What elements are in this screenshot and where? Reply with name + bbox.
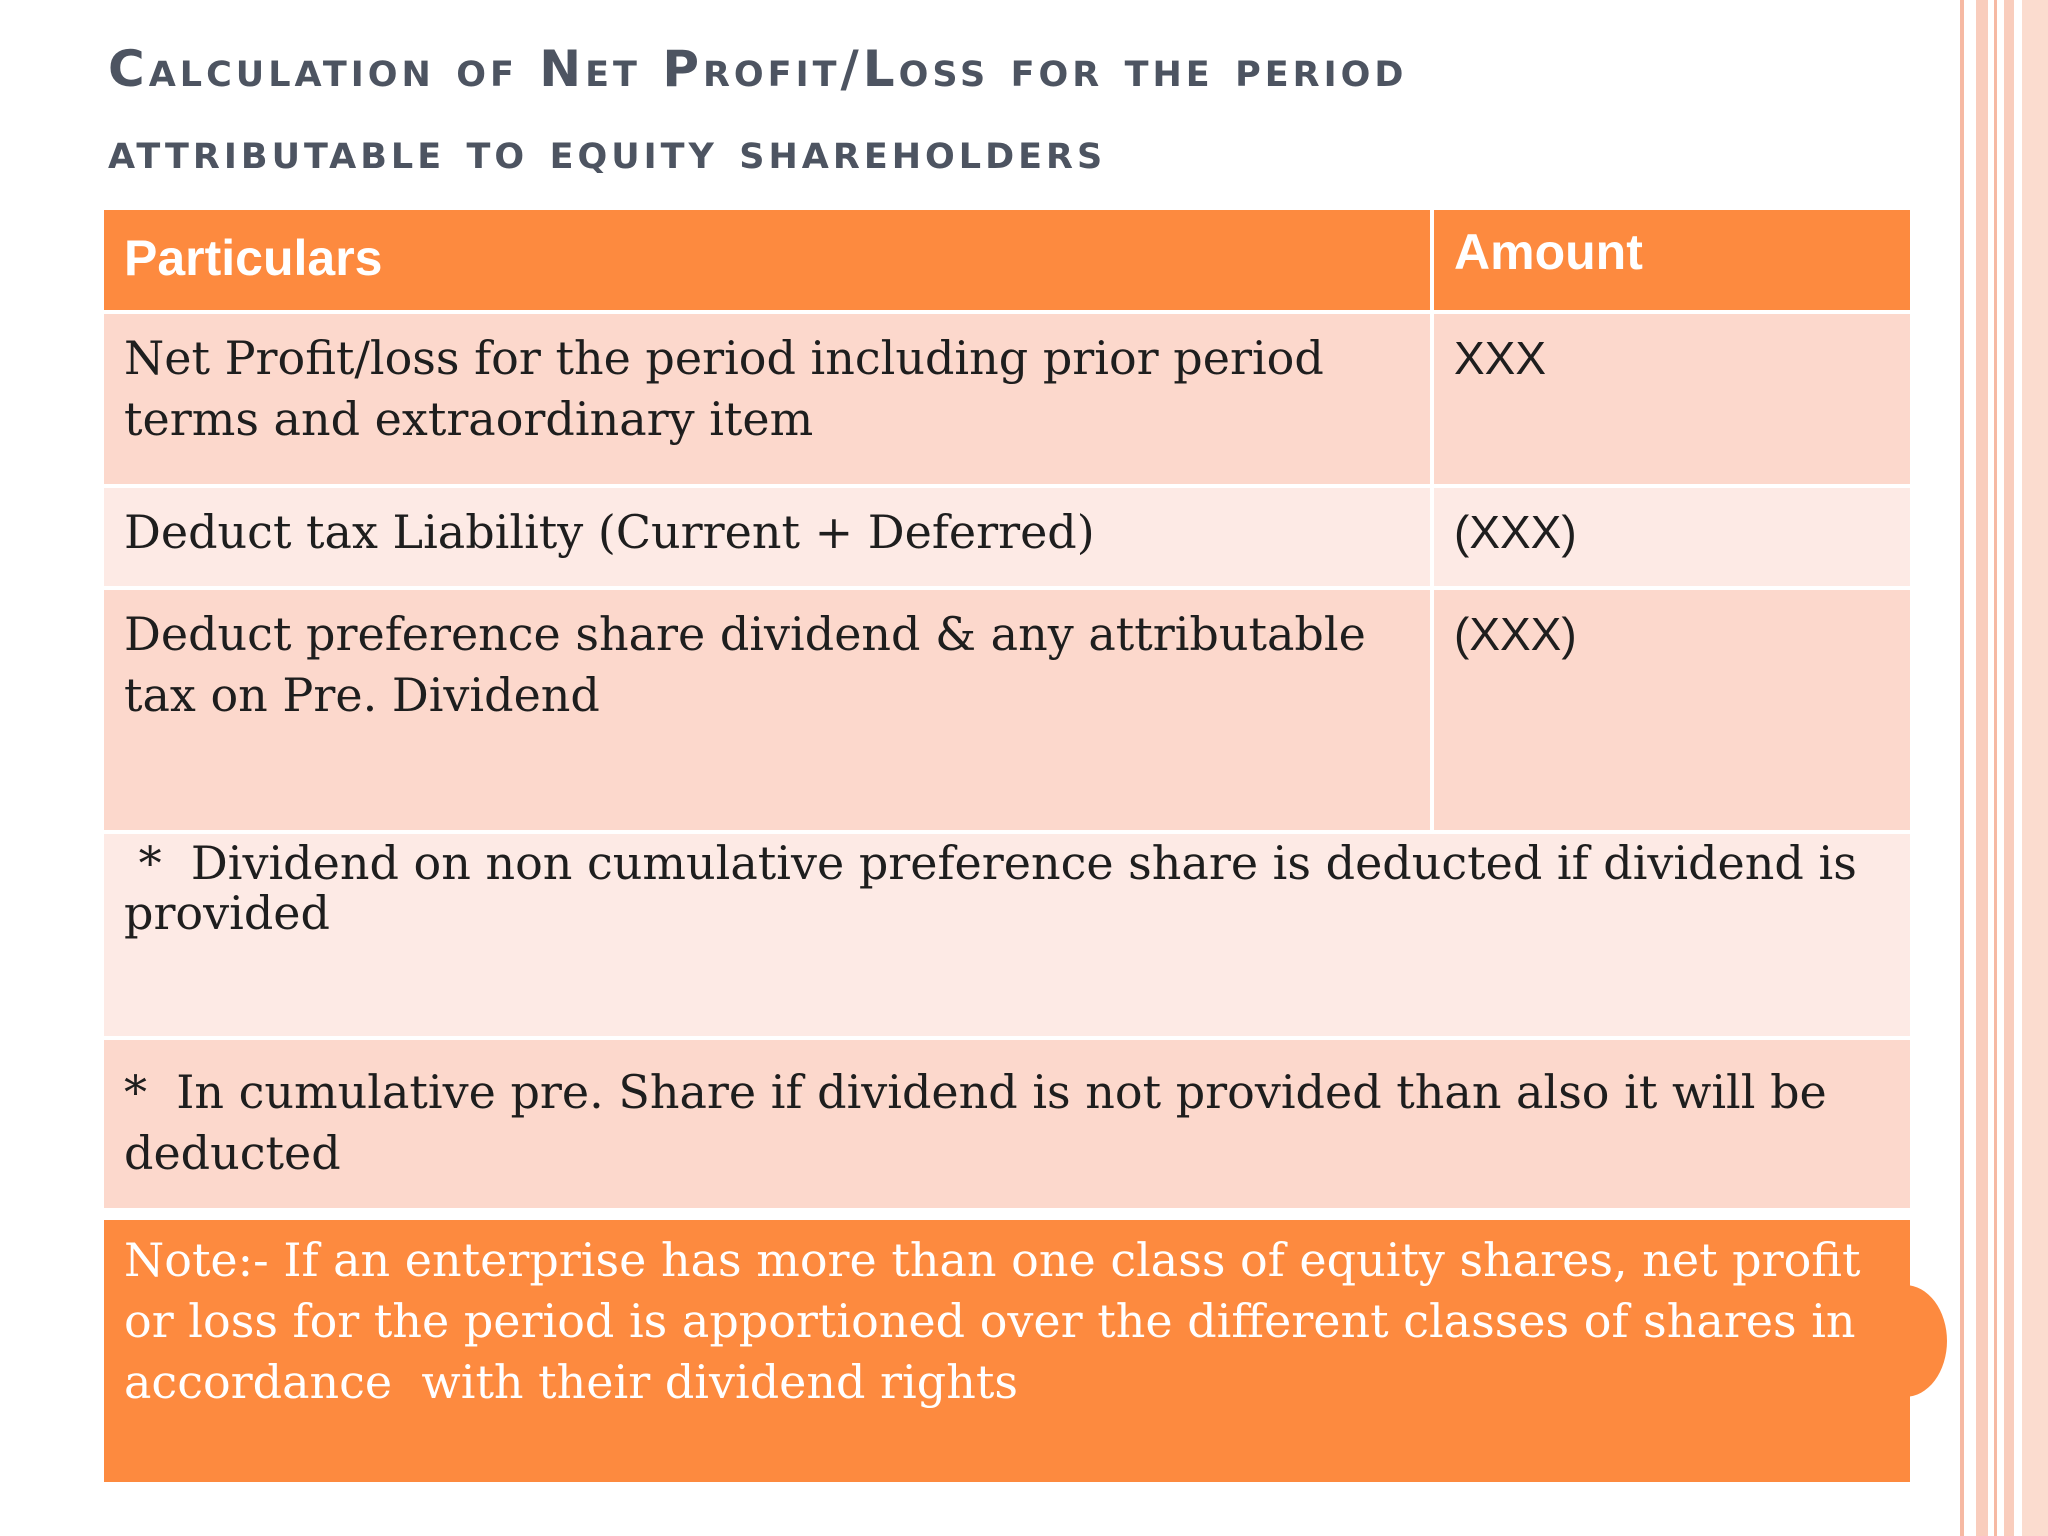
table-header-row: Particulars Amount	[104, 210, 1910, 314]
title-line-1: Calculation of Net Profit/Loss for the p…	[108, 40, 1408, 98]
table-row: Net Profit/loss for the period including…	[104, 314, 1910, 488]
footnote-text: * Dividend on non cumulative preference …	[124, 836, 1872, 940]
header-particulars: Particulars	[104, 210, 1434, 310]
footnote-row: * In cumulative pre. Share if dividend i…	[104, 1040, 1910, 1212]
row-amount: XXX	[1454, 332, 1547, 384]
table-row: Deduct preference share dividend & any a…	[104, 590, 1910, 834]
row-amount: (XXX)	[1454, 608, 1577, 660]
table-row: Deduct tax Liability (Current + Deferred…	[104, 488, 1910, 590]
decorative-stripe	[1994, 0, 1997, 1536]
decorative-stripe	[1960, 0, 1964, 1536]
title-line-2: attributable to equity shareholders	[108, 122, 1107, 180]
note-row: Note:- If an enterprise has more than on…	[104, 1220, 1910, 1482]
calculation-table: Particulars Amount Net Profit/loss for t…	[104, 210, 1910, 1482]
decorative-stripe	[2004, 0, 2014, 1536]
decorative-stripe	[2022, 0, 2048, 1536]
header-amount: Amount	[1454, 224, 1643, 280]
row-amount: (XXX)	[1454, 506, 1577, 558]
footnote-text: * In cumulative pre. Share if dividend i…	[124, 1065, 1842, 1180]
row-particulars: Net Profit/loss for the period including…	[104, 314, 1434, 484]
note-text: Note:- If an enterprise has more than on…	[124, 1233, 1876, 1409]
decorative-stripe	[1976, 0, 1988, 1536]
footnote-row: * Dividend on non cumulative preference …	[104, 834, 1910, 1040]
slide-title: Calculation of Net Profit/Loss for the p…	[108, 28, 1908, 192]
row-particulars: Deduct preference share dividend & any a…	[104, 590, 1434, 830]
row-particulars: Deduct tax Liability (Current + Deferred…	[104, 488, 1434, 586]
